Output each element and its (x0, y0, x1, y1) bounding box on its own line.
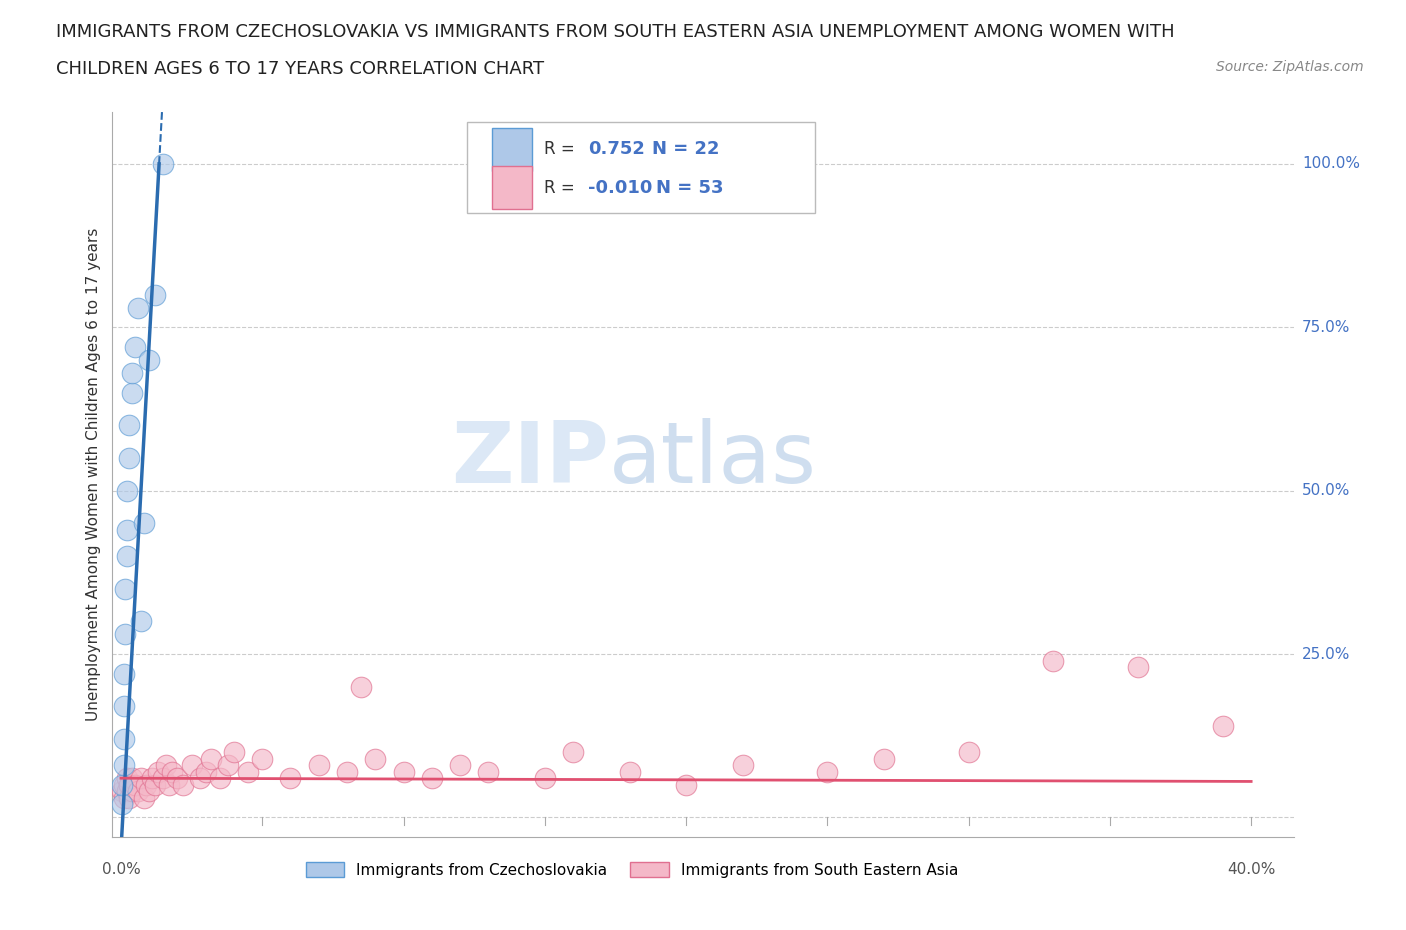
FancyBboxPatch shape (492, 166, 531, 209)
Point (127, 300, 149, 315)
Point (141, 771, 163, 786)
Text: Source: ZipAtlas.com: Source: ZipAtlas.com (1216, 60, 1364, 74)
Point (152, 771, 174, 786)
Text: ZIP: ZIP (451, 418, 609, 501)
Point (115, 784, 138, 799)
Point (200, 751, 222, 766)
Point (132, 516, 155, 531)
Point (280, 771, 302, 786)
Point (449, 758, 471, 773)
Point (217, 758, 239, 773)
Point (118, 450, 141, 465)
Text: -0.010: -0.010 (589, 179, 652, 197)
Point (112, 698, 135, 713)
Point (112, 777, 135, 792)
FancyBboxPatch shape (467, 123, 815, 213)
Point (115, 523, 138, 538)
Point (111, 777, 134, 792)
Point (132, 790, 155, 805)
Point (350, 679, 373, 694)
Point (533, 771, 555, 786)
Point (420, 771, 443, 786)
Point (121, 385, 143, 400)
Point (194, 764, 217, 779)
Point (121, 784, 143, 799)
Point (143, 287, 166, 302)
Point (675, 777, 697, 792)
Point (124, 777, 146, 792)
Text: 50.0%: 50.0% (1302, 484, 1350, 498)
Point (152, 156, 174, 171)
Point (146, 764, 169, 779)
Point (124, 339, 146, 354)
Point (114, 627, 136, 642)
Point (562, 745, 585, 760)
Point (121, 365, 143, 380)
Point (731, 758, 754, 773)
Point (138, 784, 160, 799)
Text: 0.752: 0.752 (589, 140, 645, 158)
Point (208, 771, 231, 786)
Point (155, 758, 177, 773)
Point (111, 784, 134, 799)
Point (222, 745, 245, 760)
FancyBboxPatch shape (492, 128, 531, 171)
Point (172, 777, 194, 792)
Point (336, 764, 359, 779)
Point (252, 751, 274, 766)
Point (127, 784, 149, 799)
Point (1126, 659, 1149, 674)
Point (815, 764, 838, 779)
Point (619, 764, 641, 779)
Text: IMMIGRANTS FROM CZECHOSLOVAKIA VS IMMIGRANTS FROM SOUTH EASTERN ASIA UNEMPLOYMEN: IMMIGRANTS FROM CZECHOSLOVAKIA VS IMMIGR… (56, 23, 1175, 41)
Text: N = 53: N = 53 (655, 179, 723, 197)
Point (143, 777, 166, 792)
Point (115, 484, 138, 498)
Legend: Immigrants from Czechoslovakia, Immigrants from South Eastern Asia: Immigrants from Czechoslovakia, Immigran… (299, 856, 965, 884)
Text: 0.0%: 0.0% (101, 862, 141, 877)
Point (308, 758, 330, 773)
Point (112, 666, 135, 681)
Point (477, 764, 499, 779)
Text: 100.0%: 100.0% (1302, 156, 1360, 171)
Point (118, 790, 141, 805)
Point (112, 758, 135, 773)
Point (115, 549, 138, 564)
Point (166, 771, 188, 786)
Y-axis label: Unemployment Among Women with Children Ages 6 to 17 years: Unemployment Among Women with Children A… (86, 228, 101, 721)
Point (112, 732, 135, 747)
Point (392, 764, 415, 779)
Point (957, 745, 980, 760)
Point (118, 418, 141, 432)
Point (115, 771, 138, 786)
Point (138, 352, 160, 367)
Point (135, 777, 157, 792)
Point (129, 771, 152, 786)
Point (160, 764, 183, 779)
Point (121, 771, 143, 786)
Point (129, 614, 152, 629)
Text: 75.0%: 75.0% (1302, 320, 1350, 335)
Text: 25.0%: 25.0% (1302, 646, 1350, 661)
Point (1042, 653, 1064, 668)
Point (364, 751, 387, 766)
Text: CHILDREN AGES 6 TO 17 YEARS CORRELATION CHART: CHILDREN AGES 6 TO 17 YEARS CORRELATION … (56, 60, 544, 78)
Text: N = 22: N = 22 (652, 140, 720, 158)
Point (873, 751, 896, 766)
Text: 40.0%: 40.0% (1227, 862, 1275, 877)
Point (1212, 719, 1234, 734)
Text: R =: R = (544, 179, 579, 197)
Point (236, 764, 259, 779)
Point (188, 771, 211, 786)
Point (180, 758, 202, 773)
Point (112, 790, 135, 805)
Point (157, 777, 180, 792)
Text: R =: R = (544, 140, 579, 158)
Point (114, 581, 136, 596)
Text: atlas: atlas (609, 418, 817, 501)
Point (111, 797, 134, 812)
Point (118, 777, 141, 792)
